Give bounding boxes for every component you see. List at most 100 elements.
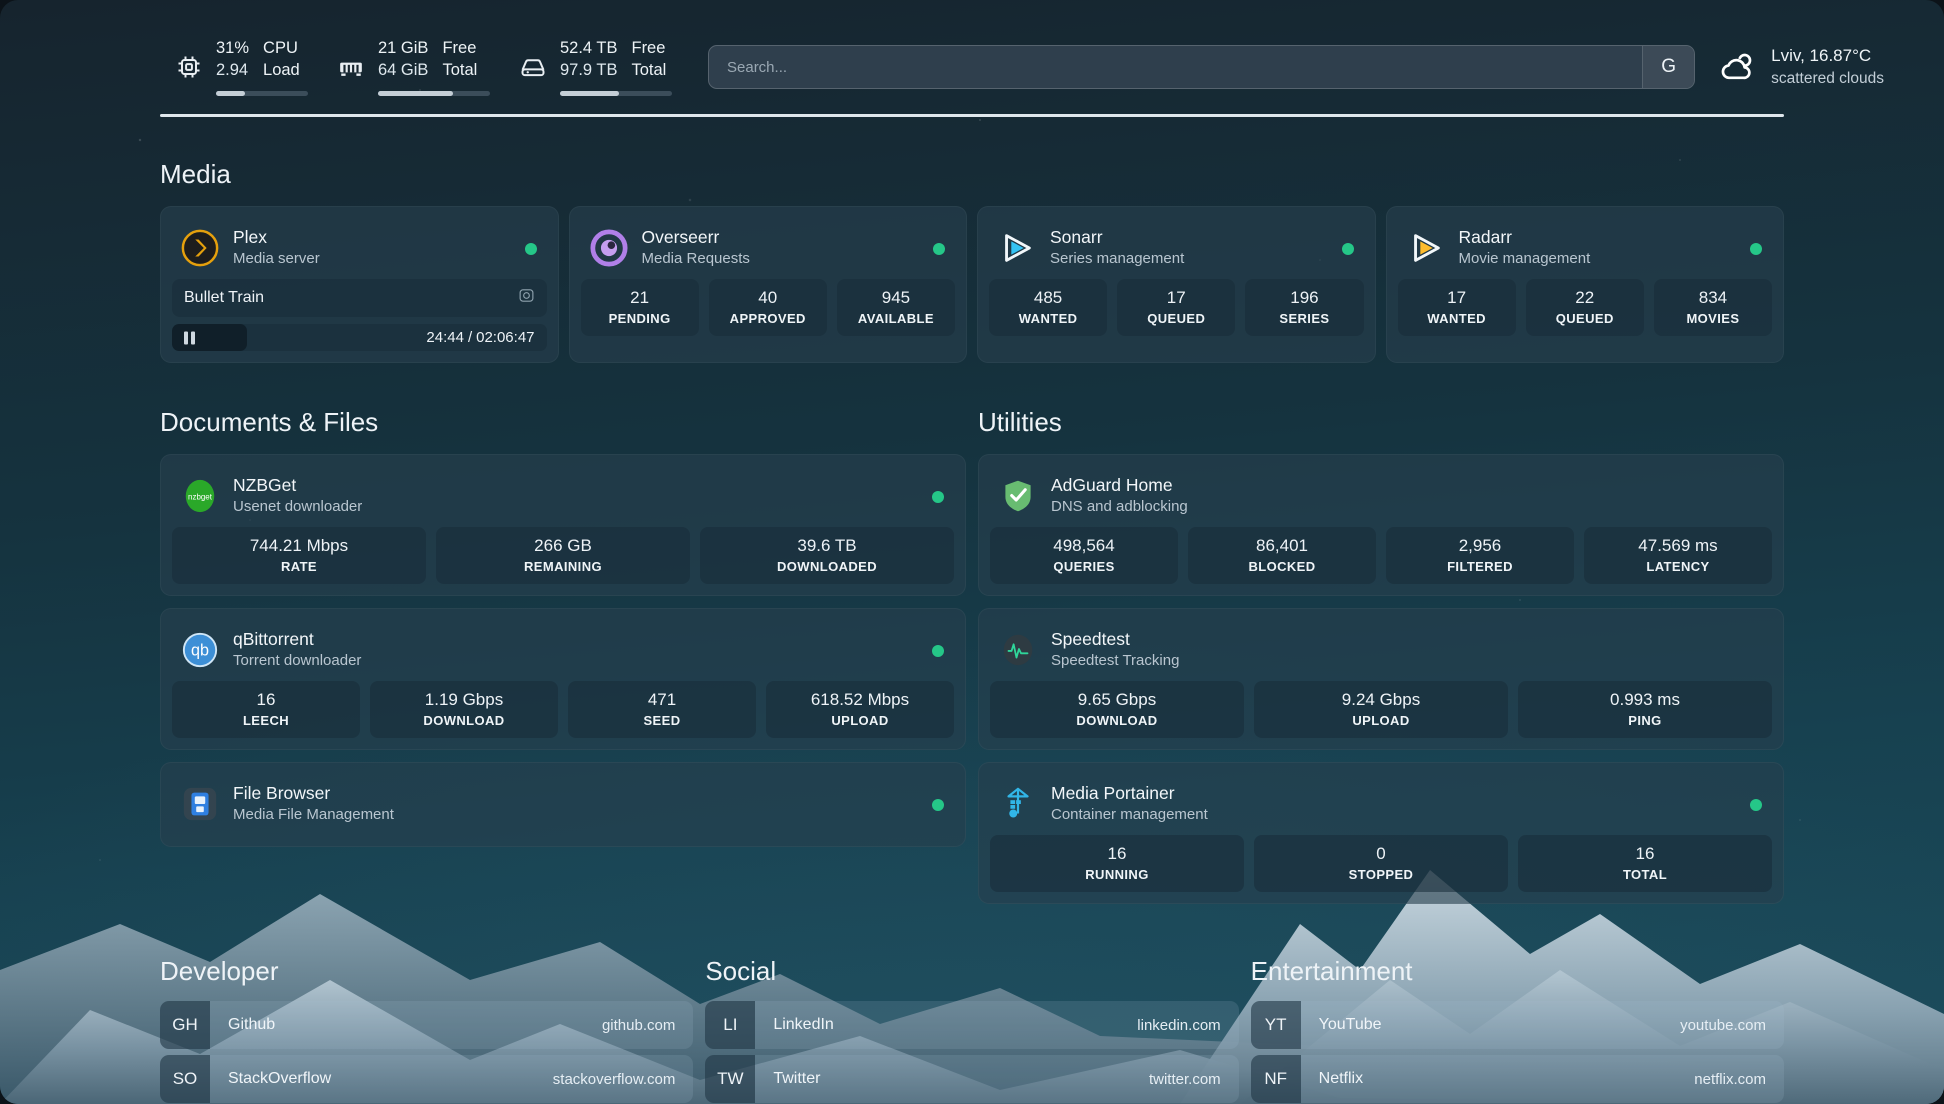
svg-text:qb: qb: [191, 641, 209, 659]
status-badge-online: [1750, 242, 1762, 255]
app-subtitle: Speedtest Tracking: [1051, 651, 1180, 669]
stat-value: 0.993 ms: [1610, 690, 1680, 709]
stat-value: 618.52 Mbps: [810, 690, 910, 709]
stat-item: 266 GB REMAINING: [436, 527, 690, 584]
search-bar[interactable]: G: [708, 45, 1696, 89]
weather-location-temp: Lviv, 16.87°C: [1771, 46, 1872, 66]
app-card-qbittorrent[interactable]: qb qBittorrent Torrent downloader: [160, 608, 966, 750]
memory-widget: 21 GiB 64 GiB Free Total: [322, 38, 504, 96]
documents-card-column: nzbget NZBGet Usenet downloader 74: [160, 454, 966, 847]
bookmark-list: YT YouTube youtube.com NF Netflix netfli…: [1250, 1001, 1784, 1104]
stat-label: UPLOAD: [1352, 713, 1410, 728]
stats-row: 17 WANTED 22 QUEUED 834 MOVIES: [1397, 279, 1773, 336]
stat-label: SERIES: [1279, 311, 1330, 326]
stat-value: 40: [758, 288, 778, 307]
stat-label: WANTED: [1427, 311, 1486, 326]
app-card-speedtest[interactable]: Speedtest Speedtest Tracking 9.65 Gbps D…: [978, 608, 1784, 750]
stat-item: 22 QUEUED: [1525, 279, 1644, 336]
card-header: nzbget NZBGet Usenet downloader: [172, 466, 954, 527]
stat-value: 22: [1575, 288, 1595, 307]
cpu-usage-value: 31%: [216, 39, 250, 58]
app-name: Overseerr: [641, 227, 720, 247]
bookmark-chip: TW: [705, 1055, 756, 1103]
stat-item: 1.19 Gbps DOWNLOAD: [370, 681, 558, 738]
bookmark-group-title: Entertainment: [1250, 956, 1413, 986]
stat-label: QUEUED: [1555, 311, 1614, 326]
stat-label: WANTED: [1018, 311, 1078, 326]
bookmark-list: LI LinkedIn linkedin.com TW Twitter twit…: [705, 1001, 1239, 1103]
stat-label: DOWNLOADED: [776, 559, 878, 574]
stat-value: 744.21 Mbps: [249, 536, 349, 555]
app-card-radarr[interactable]: Radarr Movie management 17 WANTED 22 QUE…: [1385, 206, 1784, 363]
stat-value: 1.19 Gbps: [424, 690, 504, 709]
stat-label: SEED: [643, 713, 681, 728]
app-card-nzbget[interactable]: nzbget NZBGet Usenet downloader 74: [160, 454, 966, 596]
ram-icon: [336, 52, 366, 82]
app-card-media-portainer[interactable]: Media Portainer Container management 16 …: [978, 762, 1784, 904]
disk-free-value: 52.4 TB: [560, 39, 618, 58]
bookmark-url: linkedin.com: [1137, 1016, 1221, 1034]
stat-value: 498,564: [1053, 536, 1115, 555]
stat-item: 618.52 Mbps UPLOAD: [766, 681, 954, 738]
section-title-utilities: Utilities: [978, 407, 1062, 437]
app-subtitle: Movie management: [1458, 249, 1591, 267]
bookmark-url: github.com: [601, 1016, 676, 1034]
stat-value: 16: [1635, 844, 1655, 863]
bookmark-item-youtube[interactable]: YT YouTube youtube.com: [1250, 1001, 1784, 1049]
cpu-widget: 31% 2.94 CPU Load: [160, 38, 322, 96]
bookmark-name: StackOverflow: [228, 1070, 332, 1087]
bookmark-item-netflix[interactable]: NF Netflix netflix.com: [1250, 1055, 1784, 1103]
app-subtitle: Media server: [233, 249, 320, 267]
app-card-sonarr[interactable]: Sonarr Series management 485 WANTED 17 Q…: [977, 206, 1376, 363]
app-subtitle: Media File Management: [233, 805, 394, 823]
bookmark-item-github[interactable]: GH Github github.com: [160, 1001, 694, 1049]
stat-label: MOVIES: [1686, 311, 1740, 326]
disk-widget: 52.4 TB 97.9 TB Free Total: [504, 38, 686, 96]
bookmark-item-twitter[interactable]: TW Twitter twitter.com: [705, 1055, 1239, 1103]
media-card-grid: Plex Media server Bullet Train: [160, 206, 1784, 363]
radarr-icon: [1407, 229, 1445, 267]
status-badge-online: [932, 798, 944, 811]
now-playing-progress-bar[interactable]: 24:44 / 02:06:47: [172, 324, 547, 351]
app-card-overseerr[interactable]: Overseerr Media Requests 21 PENDING 40 A…: [568, 206, 967, 363]
bookmark-name: Twitter: [773, 1070, 821, 1087]
bookmark-url: youtube.com: [1680, 1016, 1766, 1034]
stats-row: 21 PENDING 40 APPROVED 945 AVAILABLE: [580, 279, 956, 336]
search-input[interactable]: [709, 58, 1643, 76]
stats-row: 16 RUNNING 0 STOPPED 16 TOTAL: [990, 835, 1772, 892]
stat-label: QUEUED: [1147, 311, 1206, 326]
pause-icon[interactable]: [184, 331, 195, 344]
bookmark-item-linkedin[interactable]: LI LinkedIn linkedin.com: [705, 1001, 1239, 1049]
stat-value: 86,401: [1256, 536, 1308, 555]
weather-condition: scattered clouds: [1771, 70, 1884, 88]
stat-value: 17: [1447, 288, 1467, 307]
bookmark-name: Github: [228, 1016, 276, 1033]
status-badge-online: [933, 242, 945, 255]
cast-icon[interactable]: [518, 287, 535, 309]
cpu-load-value: 2.94: [216, 61, 249, 79]
stat-label: DOWNLOAD: [1076, 713, 1158, 728]
nzbget-icon: nzbget: [181, 477, 219, 515]
stat-item: 498,564 QUERIES: [990, 527, 1178, 584]
memory-free-value: 21 GiB: [378, 39, 429, 58]
stat-item: 196 SERIES: [1245, 279, 1364, 336]
bookmark-item-stackoverflow[interactable]: SO StackOverflow stackoverflow.com: [160, 1055, 694, 1103]
stat-item: 40 APPROVED: [708, 279, 827, 336]
stats-row: 744.21 Mbps RATE 266 GB REMAINING 39.6 T…: [172, 527, 954, 584]
app-card-file-browser[interactable]: File Browser Media File Management: [160, 762, 966, 847]
stat-value: 196: [1290, 288, 1319, 307]
stat-value: 17: [1166, 288, 1186, 307]
bookmark-url: twitter.com: [1148, 1070, 1221, 1088]
app-name: AdGuard Home: [1051, 475, 1173, 495]
stat-label: RATE: [280, 559, 318, 574]
card-header: Media Portainer Container management: [990, 774, 1772, 835]
stat-item: 86,401 BLOCKED: [1188, 527, 1376, 584]
app-card-adguard-home[interactable]: AdGuard Home DNS and adblocking 498,564 …: [978, 454, 1784, 596]
app-card-plex[interactable]: Plex Media server Bullet Train: [160, 206, 559, 363]
search-engine-button[interactable]: G: [1642, 46, 1695, 88]
bookmark-group-social: Social LI LinkedIn linkedin.com TW Twitt…: [705, 956, 1239, 1104]
stat-item: 0 STOPPED: [1254, 835, 1508, 892]
bookmark-url: netflix.com: [1694, 1070, 1766, 1088]
app-subtitle: Media Requests: [641, 249, 750, 267]
